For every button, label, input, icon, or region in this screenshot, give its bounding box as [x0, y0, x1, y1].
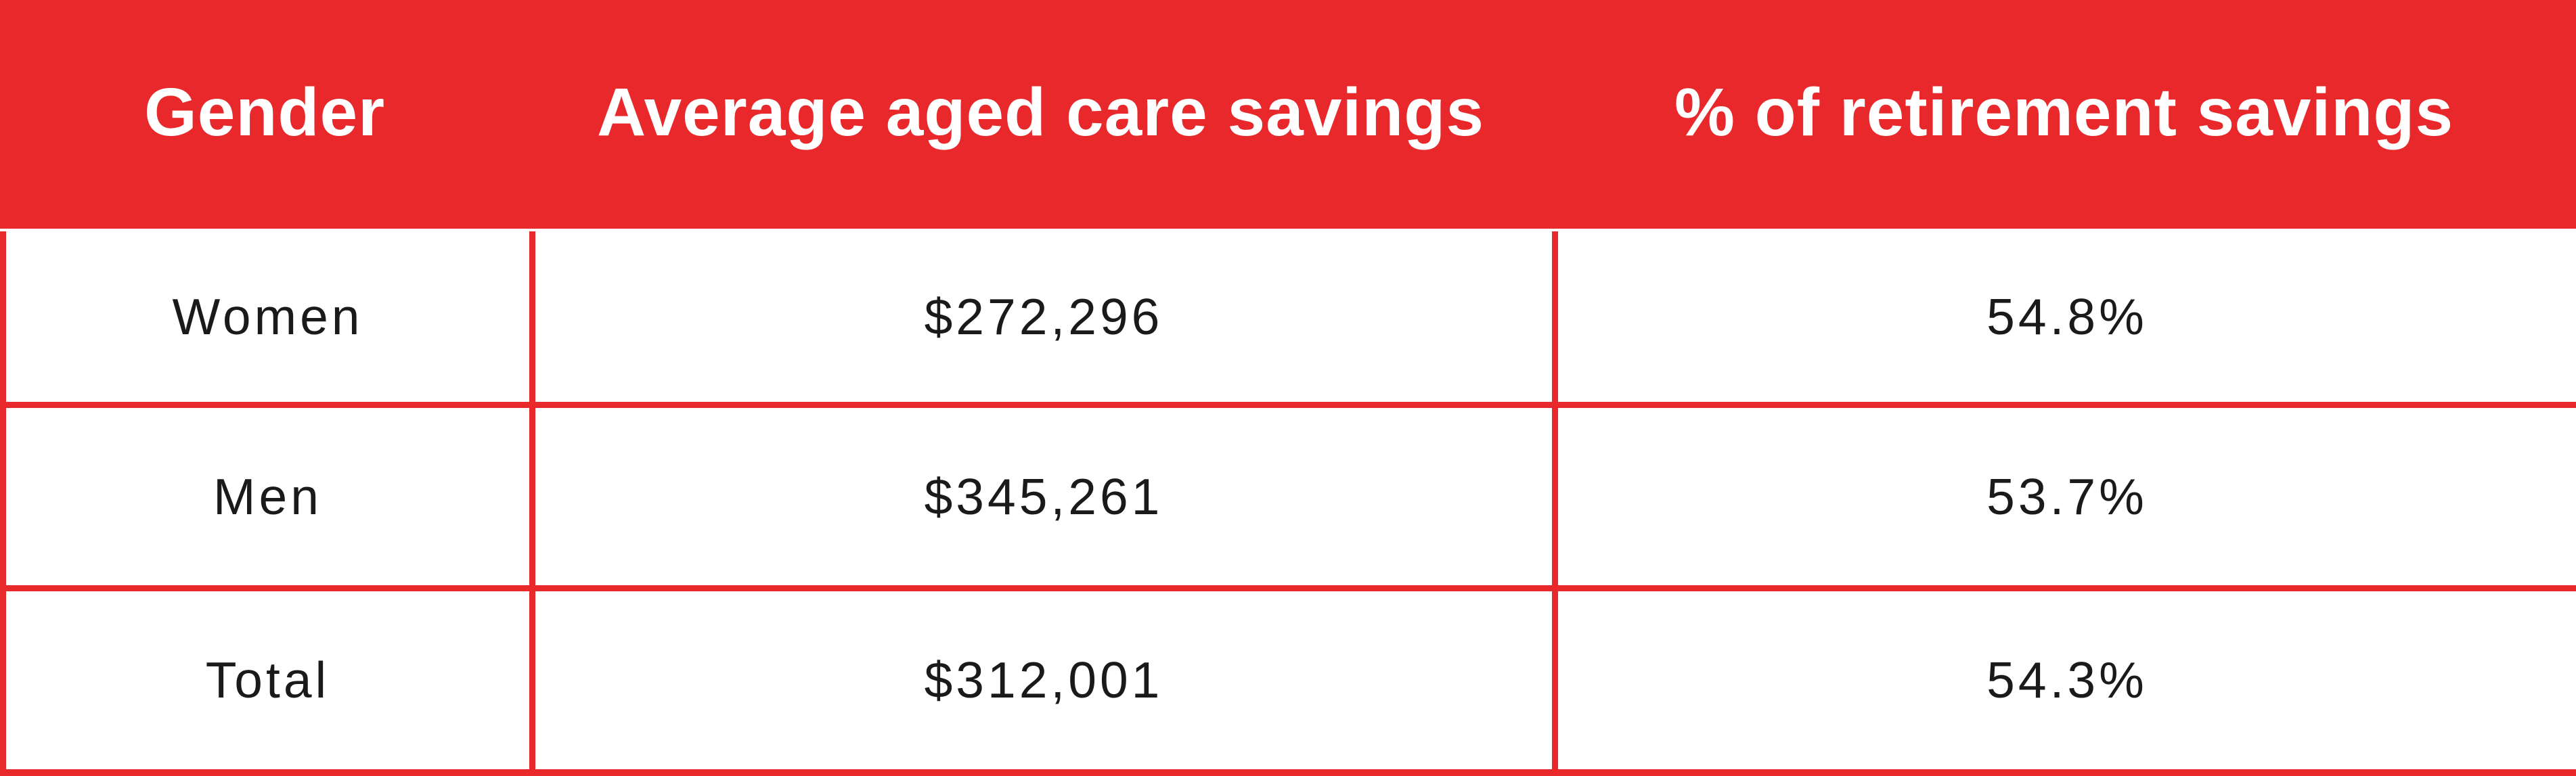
cell-total-percentage: 54.3% [1552, 585, 2576, 776]
header-cell-pct-retirement-savings: % of retirement savings [1674, 74, 2454, 150]
table-row-women: Women $272,296 54.8% [0, 231, 2576, 409]
cell-total-savings: $312,001 [529, 585, 1558, 776]
data-table: Women $272,296 54.8% Men $345,261 53.7% … [0, 231, 2576, 776]
cell-women-savings: $272,296 [529, 231, 1558, 409]
cell-total-gender: Total [0, 585, 535, 776]
cell-men-savings: $345,261 [529, 402, 1558, 592]
cell-men-percentage: 53.7% [1552, 402, 2576, 592]
header-cell-average-aged-care-savings: Average aged care savings [597, 74, 1484, 150]
cell-men-gender: Men [0, 402, 535, 592]
table-row-men: Men $345,261 53.7% [0, 402, 2576, 592]
cell-women-gender: Women [0, 231, 535, 409]
table-row-total: Total $312,001 54.3% [0, 585, 2576, 776]
header-gap-divider [0, 229, 2576, 231]
cell-women-percentage: 54.8% [1552, 231, 2576, 409]
table-header-row: Gender Average aged care savings % of re… [0, 0, 2576, 229]
header-cell-gender: Gender [143, 74, 386, 150]
